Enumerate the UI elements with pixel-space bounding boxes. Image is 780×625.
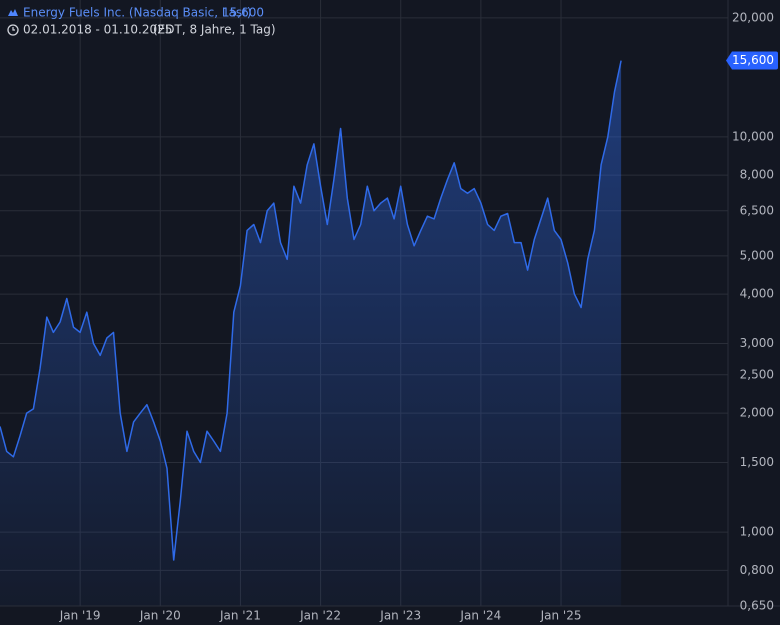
y-tick-label: 1,000 <box>740 525 774 539</box>
period: (EDT, 8 Jahre, 1 Tag) <box>153 23 276 37</box>
y-tick-label: 4,000 <box>740 287 774 301</box>
chart-icon <box>8 9 18 16</box>
y-tick-label: 20,000 <box>732 10 774 24</box>
date-range: 02.01.2018 - 01.10.2025 <box>23 23 172 37</box>
y-tick-label: 1,500 <box>740 455 774 469</box>
y-tick-label: 0,800 <box>740 563 774 577</box>
area-fill <box>0 60 622 607</box>
y-tick-label: 10,000 <box>732 129 774 143</box>
y-tick-label: 2,000 <box>740 406 774 420</box>
x-tick-label: Jan '25 <box>540 609 582 623</box>
y-tick-label: 5,000 <box>740 248 774 262</box>
x-tick-label: Jan '22 <box>299 609 341 623</box>
clock-icon <box>7 24 19 36</box>
y-tick-label: 3,000 <box>740 336 774 350</box>
clock-icon <box>12 27 15 31</box>
x-tick-label: Jan '24 <box>459 609 501 623</box>
x-tick-label: Jan '23 <box>379 609 421 623</box>
x-tick-label: Jan '20 <box>139 609 181 623</box>
chart-title: Energy Fuels Inc. (Nasdaq Basic, Last) <box>23 6 252 20</box>
y-tick-label: 8,000 <box>740 168 774 182</box>
x-tick-label: Jan '19 <box>59 609 101 623</box>
y-tick-label: 0,650 <box>740 599 774 613</box>
price-badge-label: 15,600 <box>732 53 774 67</box>
title-value: 15,600 <box>222 6 264 20</box>
plot <box>0 60 622 607</box>
y-tick-label: 2,500 <box>740 367 774 381</box>
x-tick-label: Jan '21 <box>219 609 261 623</box>
price-badge <box>726 51 778 70</box>
price-line <box>0 60 622 561</box>
y-tick-label: 6,500 <box>740 203 774 217</box>
